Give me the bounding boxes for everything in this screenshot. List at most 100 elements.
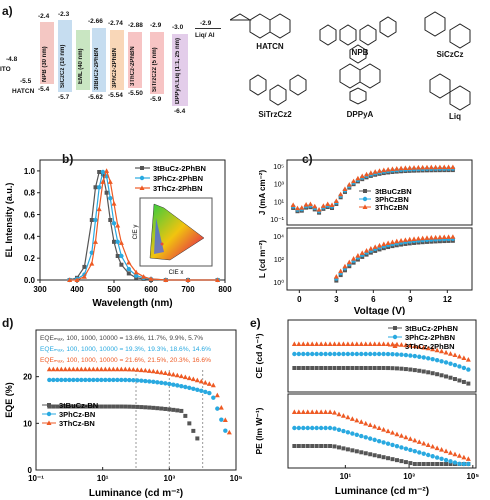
data-point-ce [448,361,453,366]
data-point-pe [291,409,297,414]
data-point [107,179,113,184]
npb-lumo: -2.4 [38,13,50,20]
data-point-ce [358,341,364,346]
legend-marker [393,326,397,330]
data-point-l [411,236,417,241]
data-point-l [424,235,430,240]
data-point-pe [350,448,355,453]
data-point-l [415,235,421,241]
energy-level-diagram: -4.8 ITO -5.5 HATCN NPB (30 nm) -2.4 -5.… [0,0,230,150]
dppya-band [172,34,188,106]
data-point [100,179,106,184]
data-point [119,262,124,267]
data-point-ce [434,347,440,353]
data-point [167,407,172,412]
data-point-pe [300,409,306,414]
y-tick-label: 0.8 [24,189,36,198]
data-point [118,366,124,372]
data-point [67,277,73,282]
data-point-pe [381,455,386,460]
data-point-ce [390,341,396,347]
data-point-ce [448,375,453,380]
data-point [96,206,102,212]
data-point-pe [305,425,310,431]
data-point-pe [296,444,301,448]
hatcn-label: HATCN [12,88,35,95]
x-tick-label: 12 [443,295,452,304]
x-tick-label: 10³ [164,474,176,483]
data-point [70,366,76,372]
data-point [187,421,192,426]
y-tick-label-top: 10⁻¹ [270,217,284,224]
data-point-ce [457,378,462,383]
data-point-pe [416,439,422,444]
data-point [62,366,68,372]
data-point-ce [296,366,301,370]
data-point-pe [430,462,435,466]
data-point-ce [359,366,364,370]
data-point-pe [434,445,440,451]
data-point-pe [359,433,364,439]
data-point-pe [421,440,427,446]
data-point [126,259,132,265]
data-point [219,417,224,422]
data-point-ce [300,341,306,346]
data-point-ce [368,351,373,357]
molecule-sitrzcz2: SiTrzCz2 [258,110,292,119]
data-point-l [355,252,361,258]
data-point [63,404,68,409]
data-point [115,404,120,409]
data-point [51,377,56,383]
data-point [106,366,112,372]
data-point-pe [448,459,453,464]
data-point-l [381,241,387,247]
data-point [159,380,164,385]
plot-frame-top [287,319,477,393]
data-point-pe [403,434,409,440]
data-point-pe [372,437,377,443]
plot-frame [35,329,237,471]
data-point [155,406,160,411]
data-point-ce [430,346,436,352]
data-point [93,239,98,244]
data-point-pe [439,456,444,461]
data-point-ce [407,342,413,348]
data-point [118,240,124,245]
data-point [171,407,176,412]
data-point-ce [448,351,454,356]
x-tick-label: 300 [33,285,47,294]
legend-marker [46,420,52,425]
data-point-ce [425,345,431,351]
x-tick-label: 0 [297,295,302,304]
data-point [54,366,60,372]
data-point [138,367,144,373]
data-point-pe [408,461,413,466]
liqal-name: Liq/ Al [195,32,215,39]
data-point [111,221,117,226]
data-point-ce [412,368,417,373]
data-point-j [415,164,421,170]
data-point-pe [367,422,373,427]
data-point [102,366,108,372]
data-point-ce [381,341,387,346]
eml-name: EML (40 nm) [78,48,84,84]
data-point [59,404,64,409]
data-point-pe [394,458,399,463]
y-tick-label-bottom: 10⁴ [273,234,284,241]
thcz-band [128,32,142,88]
data-point [119,404,124,409]
data-point-pe [296,425,302,431]
data-point-ce [349,341,355,346]
data-point-l [346,259,352,265]
thcz-homo: -5.50 [128,90,143,97]
x-tick-label: 10¹ [340,472,352,481]
ito-label: ITO [0,66,11,73]
data-point-ce [354,366,359,370]
data-point-pe [394,431,400,437]
data-point [203,389,208,395]
data-point-l [359,250,365,255]
data-point [108,195,113,201]
data-point-ce [305,366,310,370]
data-point-ce [439,348,445,354]
data-point [115,377,120,383]
